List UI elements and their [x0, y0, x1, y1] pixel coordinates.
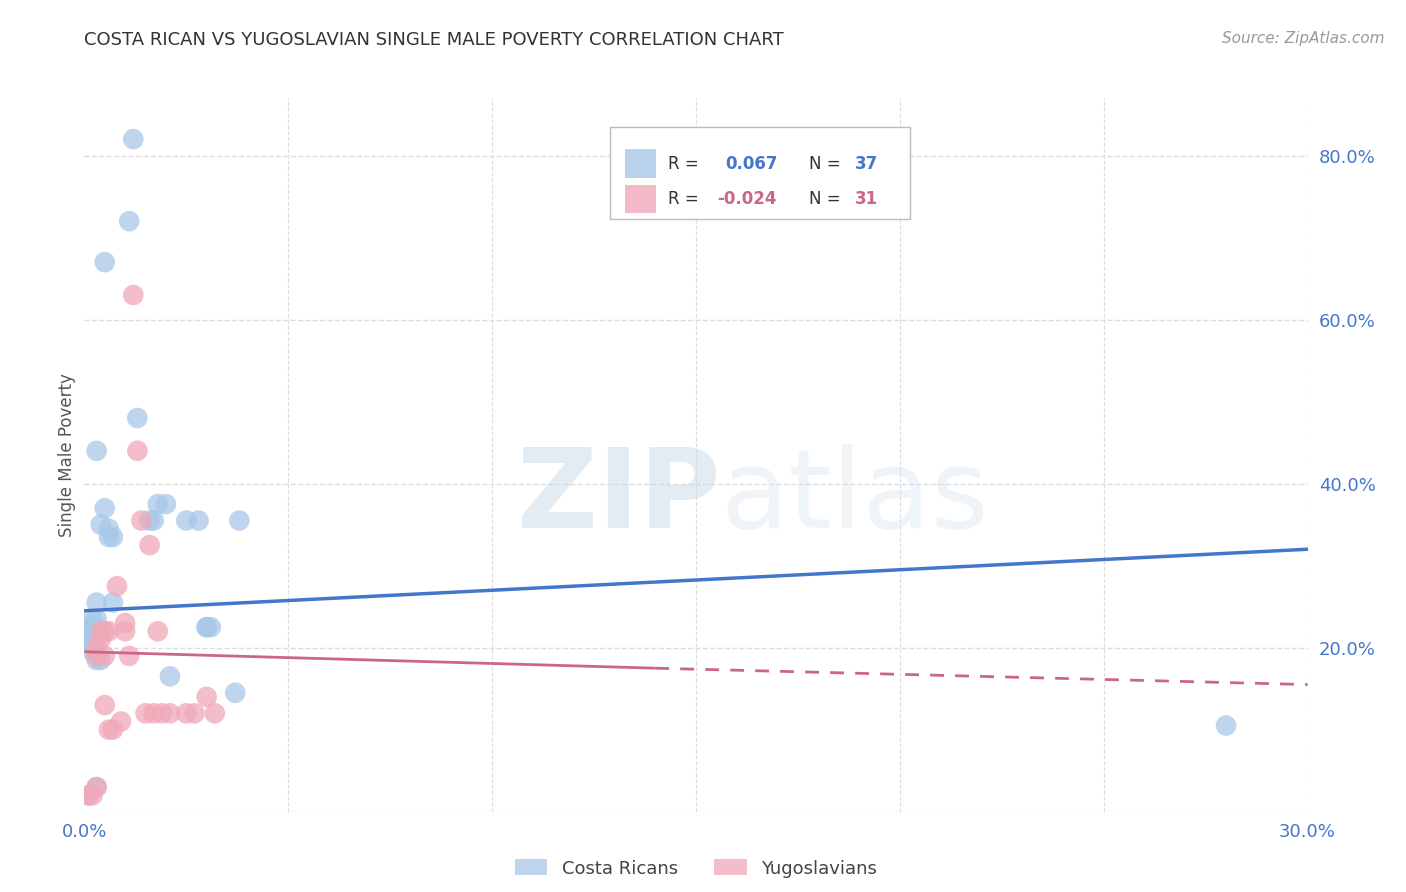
Point — [142, 514, 165, 528]
Text: 37: 37 — [855, 155, 879, 173]
Point — [97, 723, 120, 737]
Point — [195, 690, 218, 704]
Point — [86, 640, 108, 655]
Point — [155, 497, 177, 511]
Point — [159, 669, 181, 683]
Legend: Costa Ricans, Yugoslavians: Costa Ricans, Yugoslavians — [508, 852, 884, 885]
Point — [138, 538, 160, 552]
Text: Source: ZipAtlas.com: Source: ZipAtlas.com — [1222, 31, 1385, 46]
Point — [183, 706, 205, 721]
Point — [228, 514, 250, 528]
Point — [1215, 718, 1237, 732]
Text: 31: 31 — [855, 190, 879, 208]
Point — [159, 706, 181, 721]
Point — [135, 706, 157, 721]
Point — [82, 612, 104, 626]
Point — [118, 648, 141, 663]
Point — [101, 596, 124, 610]
Point — [122, 132, 145, 146]
Point — [90, 653, 112, 667]
Point — [110, 714, 132, 729]
Point — [195, 620, 218, 634]
Text: 0.067: 0.067 — [725, 155, 778, 173]
Point — [82, 620, 104, 634]
Point — [127, 443, 149, 458]
Point — [131, 514, 153, 528]
Text: COSTA RICAN VS YUGOSLAVIAN SINGLE MALE POVERTY CORRELATION CHART: COSTA RICAN VS YUGOSLAVIAN SINGLE MALE P… — [84, 31, 785, 49]
Point — [114, 616, 136, 631]
Point — [146, 624, 169, 639]
Point — [77, 789, 100, 803]
Point — [105, 579, 128, 593]
Text: -0.024: -0.024 — [717, 190, 776, 208]
Point — [86, 780, 108, 794]
Point — [93, 648, 115, 663]
Point — [127, 411, 149, 425]
Text: N =: N = — [808, 155, 845, 173]
Point — [77, 620, 100, 634]
Point — [200, 620, 222, 634]
Point — [93, 698, 115, 712]
Point — [77, 789, 100, 803]
Point — [82, 789, 104, 803]
Point — [174, 706, 197, 721]
Point — [93, 501, 115, 516]
Point — [101, 530, 124, 544]
FancyBboxPatch shape — [626, 185, 655, 213]
Point — [82, 636, 104, 650]
Point — [86, 596, 108, 610]
Point — [90, 624, 112, 639]
Point — [77, 636, 100, 650]
Point — [187, 514, 209, 528]
Point — [150, 706, 173, 721]
Point — [142, 706, 165, 721]
Point — [146, 497, 169, 511]
Point — [97, 530, 120, 544]
Point — [195, 620, 218, 634]
Point — [97, 624, 120, 639]
Y-axis label: Single Male Poverty: Single Male Poverty — [58, 373, 76, 537]
Text: N =: N = — [808, 190, 845, 208]
Point — [204, 706, 226, 721]
Point — [97, 522, 120, 536]
FancyBboxPatch shape — [626, 150, 655, 178]
Text: ZIP: ZIP — [517, 444, 720, 551]
Point — [224, 686, 246, 700]
Point — [114, 624, 136, 639]
Point — [86, 648, 108, 663]
Text: atlas: atlas — [720, 444, 988, 551]
Text: R =: R = — [668, 155, 709, 173]
Point — [174, 514, 197, 528]
Point — [101, 723, 124, 737]
Point — [86, 443, 108, 458]
Point — [138, 514, 160, 528]
Point — [93, 624, 115, 639]
Point — [90, 632, 112, 647]
Point — [86, 780, 108, 794]
FancyBboxPatch shape — [610, 127, 910, 219]
Text: R =: R = — [668, 190, 704, 208]
Point — [82, 645, 104, 659]
Point — [93, 255, 115, 269]
Point — [86, 653, 108, 667]
Point — [90, 517, 112, 532]
Point — [86, 612, 108, 626]
Point — [122, 288, 145, 302]
Point — [118, 214, 141, 228]
Point — [77, 628, 100, 642]
